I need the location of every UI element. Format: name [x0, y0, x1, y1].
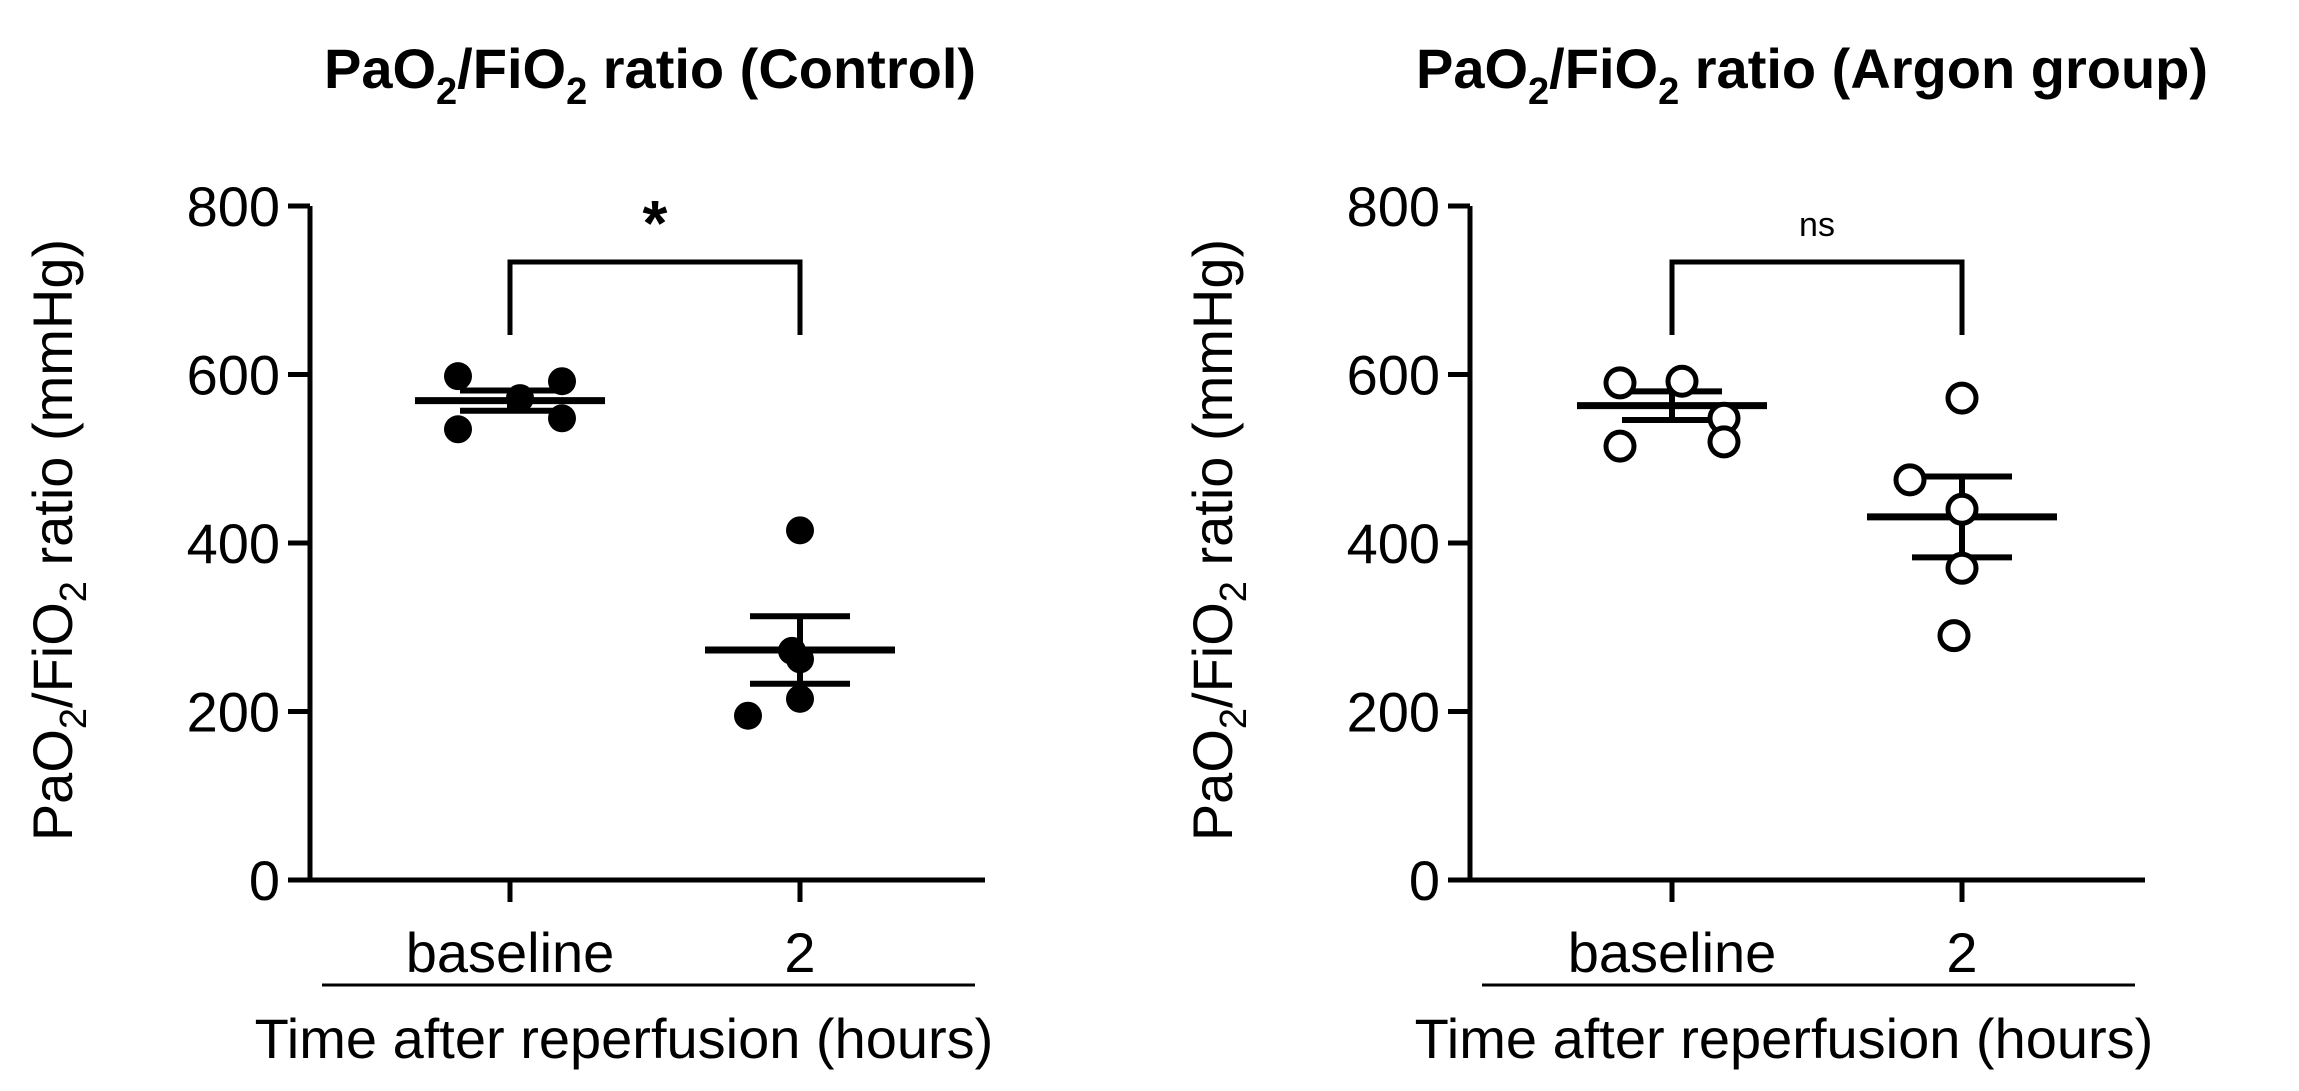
x-tick-label: 2 — [1946, 921, 1977, 984]
x-tick-label: baseline — [406, 921, 615, 984]
data-point — [1707, 425, 1741, 459]
data-point — [1945, 492, 1979, 526]
y-axis-title: PaO2/FiO2 ratio (mmHg) — [1181, 239, 1255, 841]
data-point — [444, 415, 472, 444]
data-point — [1937, 619, 1971, 653]
data-point — [1603, 366, 1637, 400]
data-point — [548, 367, 576, 396]
y-tick-label: 200 — [1347, 681, 1440, 744]
data-point — [506, 384, 534, 413]
y-tick-label: 600 — [187, 344, 280, 407]
chart-panel-control: PaO2/FiO2 ratio (Control) PaO2/FiO2 rati… — [21, 37, 993, 1070]
data-point — [444, 362, 472, 391]
y-tick-label: 600 — [1347, 344, 1440, 407]
significance-bracket — [1669, 259, 1965, 335]
significance-label: * — [643, 187, 668, 259]
chart-title: PaO2/FiO2 ratio (Control) — [324, 37, 976, 113]
significance-label: ns — [1799, 206, 1835, 244]
data-point — [1603, 429, 1637, 463]
x-tick-label: baseline — [1568, 921, 1777, 984]
x-axis-title: Time after reperfusion (hours) — [255, 1007, 994, 1070]
plot-area: 0 200 400 600 800 baseline 2 * — [187, 175, 985, 987]
data-point — [786, 684, 814, 713]
y-tick-label: 0 — [249, 849, 280, 912]
y-tick-label: 800 — [187, 175, 280, 238]
chart-panel-argon: PaO2/FiO2 ratio (Argon group) PaO2/FiO2 … — [1181, 37, 2208, 1070]
data-point — [734, 701, 762, 730]
y-tick-label: 400 — [187, 512, 280, 575]
plot-area: 0 200 400 600 800 baseline 2 ns — [1347, 175, 2145, 987]
y-tick-label: 0 — [1409, 849, 1440, 912]
x-tick-label: 2 — [784, 921, 815, 984]
significance-bracket — [507, 259, 803, 335]
data-point — [778, 636, 806, 665]
y-tick-label: 800 — [1347, 175, 1440, 238]
data-point — [548, 404, 576, 433]
data-point — [1893, 463, 1927, 497]
y-tick-label: 400 — [1347, 512, 1440, 575]
x-axis-title: Time after reperfusion (hours) — [1415, 1007, 2154, 1070]
data-point — [786, 516, 814, 545]
y-tick-label: 200 — [187, 681, 280, 744]
data-point — [1665, 364, 1699, 398]
data-point — [1945, 381, 1979, 415]
chart-title: PaO2/FiO2 ratio (Argon group) — [1416, 37, 2208, 113]
data-point — [1945, 551, 1979, 585]
y-axis-title: PaO2/FiO2 ratio (mmHg) — [21, 239, 95, 841]
